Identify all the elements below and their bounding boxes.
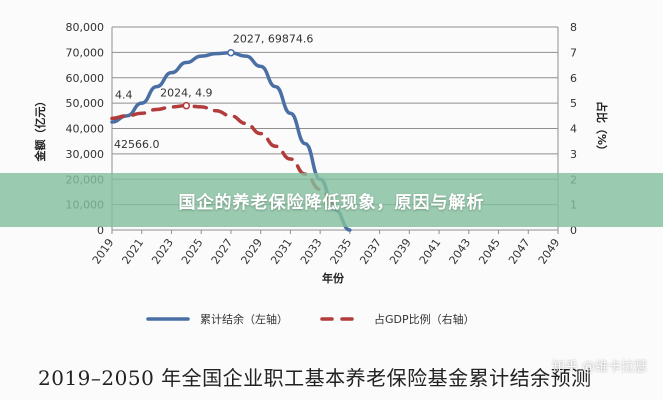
axis-layer: 010,00020,00030,00040,00050,00060,00070,… bbox=[33, 21, 609, 285]
y-right-tick-label: 8 bbox=[570, 21, 577, 34]
x-tick-label: 2041 bbox=[417, 236, 444, 266]
peak-marker-gdp-ratio bbox=[182, 101, 191, 110]
x-tick-label: 2047 bbox=[506, 236, 533, 266]
y-right-tick-label: 6 bbox=[570, 72, 577, 85]
y-left-tick-label: 40,000 bbox=[66, 123, 105, 136]
x-axis-title: 年份 bbox=[322, 271, 345, 285]
title-banner: 国企的养老保险降低现象，原因与解析 bbox=[0, 173, 663, 227]
peak-marker-balance bbox=[227, 48, 235, 57]
x-tick-label: 2023 bbox=[149, 236, 176, 266]
y-left-tick-label: 60,000 bbox=[66, 72, 105, 85]
data-label: 42566.0 bbox=[114, 138, 160, 151]
series-line-gdp-ratio bbox=[110, 103, 337, 207]
x-tick-label: 2033 bbox=[298, 236, 325, 266]
x-tick-label: 2039 bbox=[387, 236, 414, 266]
x-tick-label: 2043 bbox=[447, 236, 474, 266]
data-label: 4.4 bbox=[115, 88, 133, 101]
data-label: 2027, 69874.6 bbox=[233, 33, 313, 46]
banner-title: 国企的养老保险降低现象，原因与解析 bbox=[178, 192, 485, 213]
y-right-tick-label: 3 bbox=[570, 148, 577, 161]
chart-caption: 2019–2050 年全国企业职工基本养老保险基金累计结余预测 bbox=[38, 366, 592, 390]
y-left-tick-label: 70,000 bbox=[66, 46, 105, 59]
y-left-tick-label: 80,000 bbox=[66, 21, 105, 34]
anno-layer: 2027, 69874.6 2024, 4.9 4.4 42566.0 bbox=[114, 33, 313, 151]
data-label: 2024, 4.9 bbox=[160, 87, 212, 100]
legend-layer: 累计结余（左轴） 占GDP比例（右轴） bbox=[146, 312, 475, 326]
y-left-axis-title: 金额（亿元） bbox=[33, 96, 47, 163]
legend-label: 占GDP比例（右轴） bbox=[374, 312, 475, 326]
y-right-axis-title: 占比（%） bbox=[595, 101, 609, 156]
x-tick-label: 2035 bbox=[328, 236, 355, 266]
x-tick-label: 2019 bbox=[90, 236, 117, 266]
legend-label: 累计结余（左轴） bbox=[200, 312, 288, 326]
y-right-tick-label: 7 bbox=[570, 46, 577, 59]
x-tick-label: 2025 bbox=[179, 236, 206, 266]
x-tick-label: 2045 bbox=[476, 236, 503, 266]
y-left-tick-label: 0 bbox=[97, 224, 104, 237]
x-tick-label: 2049 bbox=[536, 236, 563, 266]
x-tick-label: 2029 bbox=[238, 236, 265, 266]
watermark: 知乎 @维卡拉瑟 bbox=[551, 360, 647, 375]
x-tick-label: 2031 bbox=[268, 236, 295, 266]
x-tick-label: 2027 bbox=[209, 236, 236, 266]
x-tick-label: 2037 bbox=[357, 236, 384, 266]
y-left-tick-label: 30,000 bbox=[66, 148, 105, 161]
y-right-tick-label: 5 bbox=[570, 97, 577, 110]
x-tick-label: 2021 bbox=[119, 236, 146, 266]
y-right-tick-label: 0 bbox=[570, 224, 577, 237]
y-right-tick-label: 4 bbox=[570, 123, 577, 136]
y-left-tick-label: 50,000 bbox=[66, 97, 105, 110]
